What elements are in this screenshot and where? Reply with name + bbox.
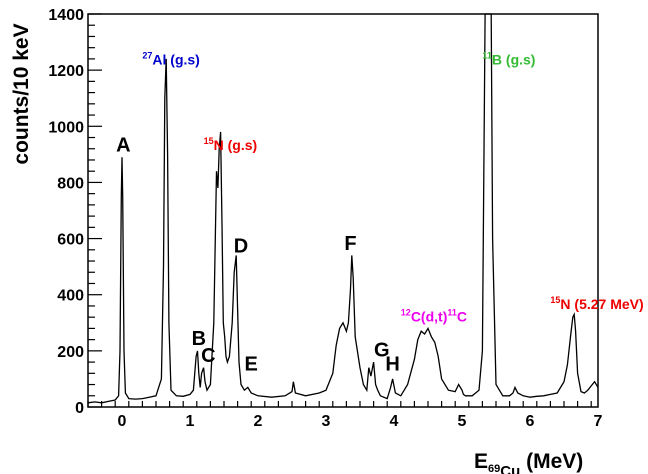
y-tick-label: 0 bbox=[75, 400, 84, 417]
peak-label-c: C bbox=[201, 345, 215, 367]
x-axis-title: E69Cu (MeV) bbox=[474, 450, 583, 474]
y-tick-label: 1000 bbox=[48, 119, 84, 136]
x-tick-label: 7 bbox=[594, 413, 603, 430]
x-tick-label: 4 bbox=[390, 413, 399, 430]
y-tick-label: 1200 bbox=[48, 63, 84, 80]
y-tick-label: 600 bbox=[57, 232, 84, 249]
peak-label-f: F bbox=[344, 233, 356, 255]
isotope-label: 15N (g.s) bbox=[204, 136, 258, 153]
y-tick-label: 400 bbox=[57, 288, 84, 305]
x-axis-title-sub2: Cu bbox=[500, 463, 520, 474]
x-axis-title-sub1: 69 bbox=[488, 463, 500, 474]
isotope-label-sup: 15 bbox=[550, 295, 560, 305]
peak-labels: A BC D E F GH bbox=[116, 135, 400, 376]
spectrum-line bbox=[87, 13, 599, 404]
x-tick-label: 2 bbox=[254, 413, 263, 430]
x-axis-title-main: E bbox=[474, 450, 488, 473]
x-tick-label: 5 bbox=[458, 413, 467, 430]
x-tick-label: 1 bbox=[186, 413, 195, 430]
x-tick-label: 3 bbox=[322, 413, 331, 430]
x-tick-label: 0 bbox=[118, 413, 127, 430]
isotope-label-text: N (g.s) bbox=[214, 137, 258, 153]
y-tick-label: 800 bbox=[57, 175, 84, 192]
peak-label-h: H bbox=[385, 354, 399, 376]
isotope-label-text: Al (g.s) bbox=[152, 52, 199, 68]
x-tick-label: 6 bbox=[526, 413, 535, 430]
isotope-label-text: N (5.27 MeV) bbox=[560, 296, 643, 312]
isotope-label: 11B (g.s) bbox=[482, 51, 535, 68]
isotope-label-sup: 27 bbox=[142, 51, 152, 61]
compound-label-main2: C bbox=[457, 308, 467, 324]
plot-frame bbox=[87, 13, 599, 408]
compound-label-sup2: 11 bbox=[447, 307, 457, 317]
compound-label-main1: C(d,t) bbox=[411, 308, 448, 324]
peak-label-a: A bbox=[116, 135, 130, 157]
compound-label: 12C(d,t)11C bbox=[401, 307, 467, 324]
isotope-label-sup: 11 bbox=[482, 51, 492, 61]
y-tick-label: 1400 bbox=[48, 7, 84, 24]
isotope-label: 15N (5.27 MeV) bbox=[550, 295, 643, 312]
compound-label-sup1: 12 bbox=[401, 307, 411, 317]
isotope-label-text: B (g.s) bbox=[492, 52, 536, 68]
peak-label-d: D bbox=[234, 236, 248, 258]
peak-label-b: B bbox=[192, 328, 206, 350]
y-tick-label: 200 bbox=[57, 344, 84, 361]
peak-label-e: E bbox=[245, 354, 258, 376]
isotope-label-sup: 15 bbox=[204, 136, 214, 146]
x-axis-title-rest: (MeV) bbox=[520, 450, 583, 473]
axis-ticks bbox=[87, 13, 592, 408]
y-axis-title: counts/10 keV bbox=[10, 23, 33, 164]
isotope-label: 27Al (g.s) bbox=[142, 51, 199, 68]
peak-label-g: G bbox=[374, 339, 390, 361]
isotope-labels: 27Al (g.s)15N (g.s)11B (g.s)15N (5.27 Me… bbox=[142, 51, 643, 312]
